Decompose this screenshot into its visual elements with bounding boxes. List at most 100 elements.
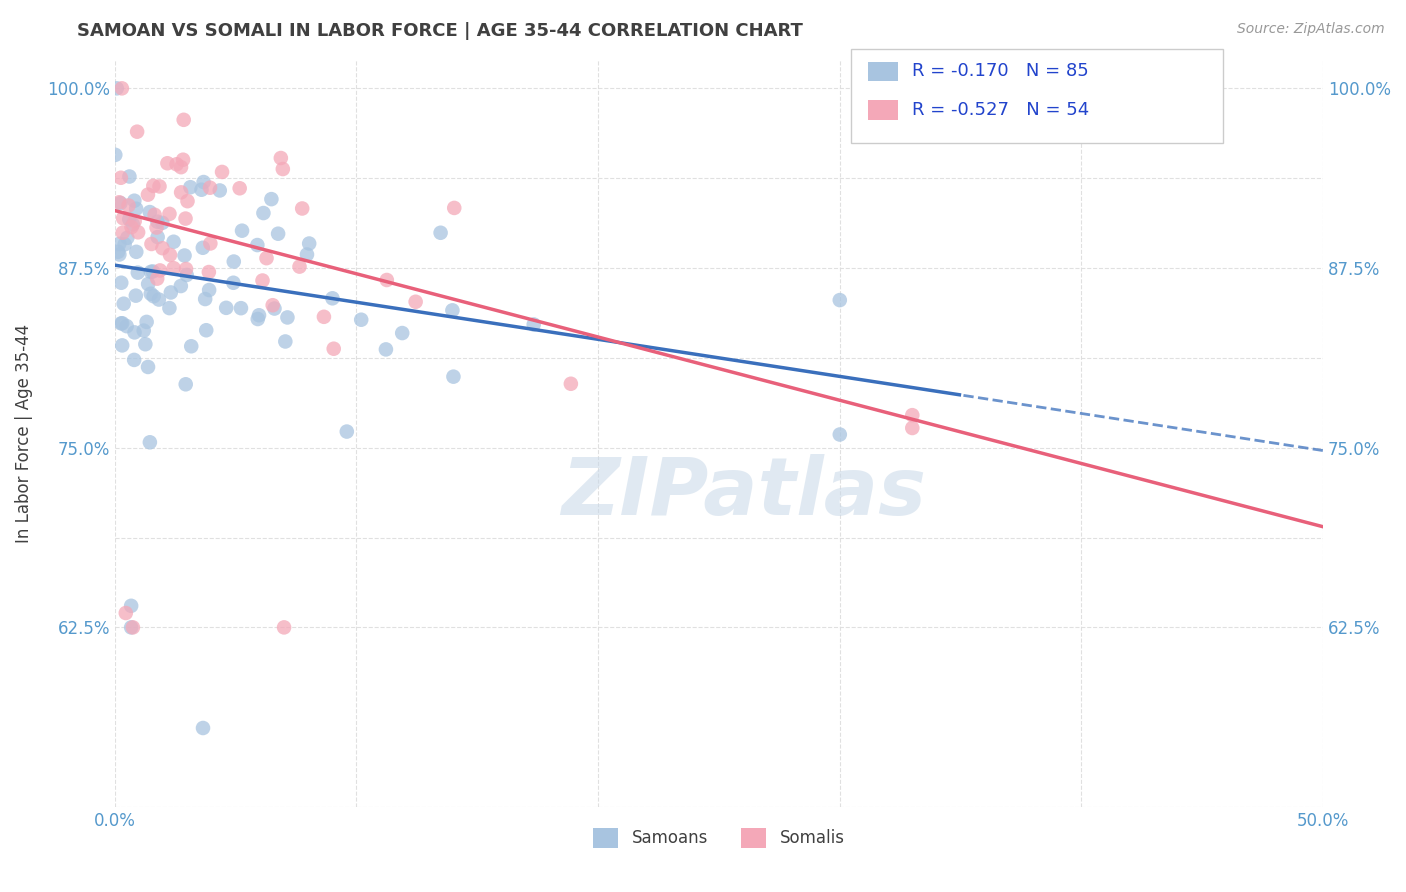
Point bbox=[173, 248, 195, 262]
Text: R = -0.170   N = 85: R = -0.170 N = 85 bbox=[912, 62, 1090, 80]
Point bbox=[146, 215, 169, 229]
Point bbox=[148, 179, 170, 194]
Point bbox=[157, 301, 180, 315]
Point bbox=[193, 175, 215, 189]
Point bbox=[172, 153, 194, 167]
Point bbox=[170, 160, 193, 174]
Point bbox=[142, 289, 165, 303]
Point bbox=[246, 312, 269, 326]
Point bbox=[111, 81, 134, 95]
Point bbox=[111, 338, 134, 352]
Point bbox=[180, 339, 202, 353]
Point bbox=[136, 187, 159, 202]
Point bbox=[194, 292, 217, 306]
Point bbox=[523, 318, 546, 332]
Point bbox=[276, 310, 298, 325]
Point bbox=[429, 226, 451, 240]
Point bbox=[229, 301, 252, 315]
Point bbox=[901, 408, 924, 422]
Point bbox=[159, 285, 181, 300]
Point bbox=[108, 195, 131, 210]
Point bbox=[112, 296, 135, 310]
Point bbox=[901, 421, 924, 435]
Point bbox=[117, 198, 139, 212]
Point bbox=[156, 156, 179, 170]
Point bbox=[191, 241, 214, 255]
Text: R = -0.527   N = 54: R = -0.527 N = 54 bbox=[912, 101, 1090, 119]
Point bbox=[441, 303, 464, 318]
Text: ZIPatlas: ZIPatlas bbox=[561, 454, 925, 533]
Point bbox=[146, 271, 169, 285]
Point bbox=[152, 241, 174, 255]
Point bbox=[118, 169, 141, 184]
Y-axis label: In Labor Force | Age 35-44: In Labor Force | Age 35-44 bbox=[15, 324, 32, 543]
Point bbox=[136, 277, 159, 291]
Point bbox=[295, 247, 318, 261]
Point bbox=[143, 208, 166, 222]
Point bbox=[336, 425, 359, 439]
Point bbox=[110, 276, 132, 290]
Point bbox=[443, 369, 465, 384]
Point bbox=[298, 236, 321, 251]
Point bbox=[273, 620, 295, 634]
Point bbox=[125, 288, 148, 302]
Point bbox=[195, 323, 218, 337]
Point bbox=[118, 212, 141, 227]
Point bbox=[231, 224, 253, 238]
Point bbox=[148, 293, 170, 307]
Point bbox=[321, 291, 343, 305]
Point bbox=[190, 183, 212, 197]
Point bbox=[322, 342, 344, 356]
Point bbox=[108, 236, 131, 251]
Point bbox=[132, 324, 155, 338]
Point bbox=[350, 312, 373, 326]
Point bbox=[134, 337, 156, 351]
Point bbox=[139, 435, 162, 450]
Point bbox=[198, 180, 221, 194]
Point bbox=[127, 225, 149, 239]
Point bbox=[127, 125, 149, 139]
Point bbox=[136, 359, 159, 374]
Point bbox=[179, 180, 201, 194]
Point bbox=[374, 343, 396, 357]
Point bbox=[252, 206, 274, 220]
Point bbox=[247, 308, 270, 322]
Point bbox=[208, 184, 231, 198]
Point bbox=[117, 231, 139, 245]
Point bbox=[263, 301, 285, 316]
Point bbox=[170, 186, 193, 200]
Point bbox=[139, 286, 162, 301]
Point bbox=[215, 301, 238, 315]
Point bbox=[256, 251, 278, 265]
Point bbox=[174, 377, 197, 392]
Point bbox=[291, 202, 314, 216]
Point bbox=[211, 165, 233, 179]
Point bbox=[170, 279, 193, 293]
Point bbox=[267, 227, 290, 241]
Point bbox=[112, 211, 135, 226]
Point bbox=[120, 599, 142, 613]
Point bbox=[120, 620, 142, 634]
Point bbox=[162, 261, 184, 276]
Point bbox=[560, 376, 582, 391]
Point bbox=[110, 196, 132, 211]
Point bbox=[110, 317, 132, 331]
Point bbox=[110, 170, 132, 185]
Point bbox=[139, 265, 162, 279]
Point bbox=[107, 244, 129, 259]
Point bbox=[166, 157, 188, 171]
Point bbox=[142, 178, 165, 193]
Point bbox=[173, 112, 195, 127]
Legend: Samoans, Somalis: Samoans, Somalis bbox=[586, 822, 851, 855]
Point bbox=[105, 81, 128, 95]
Point bbox=[198, 265, 221, 279]
Point bbox=[375, 273, 398, 287]
Point bbox=[288, 260, 311, 274]
Point bbox=[828, 293, 851, 307]
Point bbox=[135, 315, 157, 329]
Point bbox=[271, 161, 294, 176]
Point bbox=[139, 205, 162, 219]
Point bbox=[114, 237, 136, 252]
Point bbox=[222, 276, 245, 290]
Point bbox=[114, 606, 136, 620]
